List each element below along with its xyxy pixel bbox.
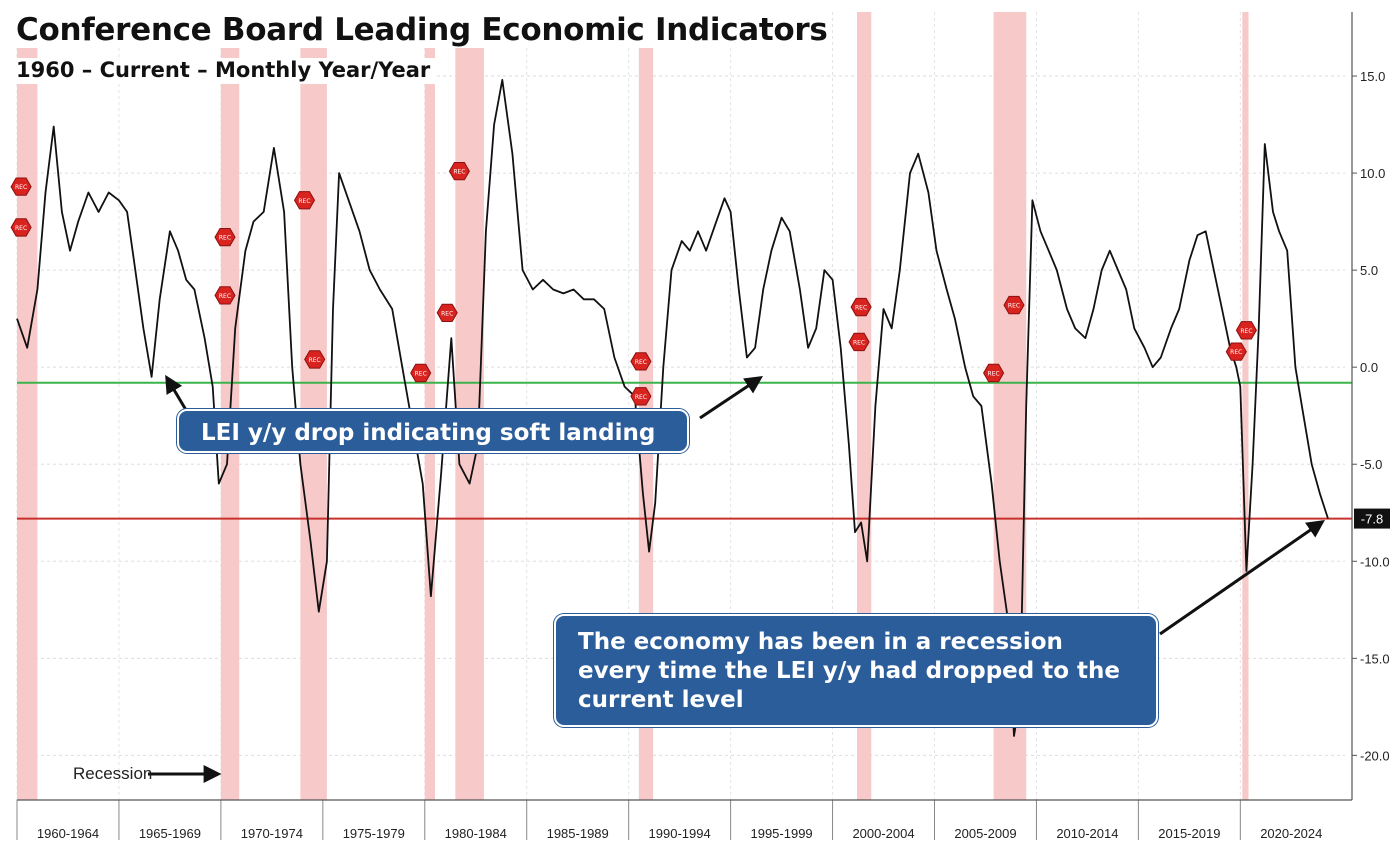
recession-band <box>17 12 38 800</box>
rec-marker <box>850 297 872 317</box>
rec-marker-text: REC <box>1240 328 1252 335</box>
chart-title: Conference Board Leading Economic Indica… <box>16 12 832 48</box>
rec-marker-text: REC <box>415 371 427 378</box>
rec-marker <box>1003 295 1025 315</box>
rec-marker-text: REC <box>1008 303 1020 310</box>
rec-marker <box>1235 321 1257 340</box>
annotation-arrow <box>699 376 763 420</box>
annotation-arrow <box>1159 519 1325 636</box>
rec-marker <box>293 191 316 210</box>
y-tick-label: 15.0 <box>1360 69 1385 84</box>
x-tick-label: 2020-2024 <box>1260 826 1322 841</box>
y-tick-label: 0.0 <box>1360 360 1378 375</box>
rec-marker <box>983 363 1005 383</box>
recession-band <box>300 12 327 800</box>
rec-marker-text: REC <box>1230 349 1242 356</box>
x-tick-label: 1985-1989 <box>547 826 609 841</box>
rec-marker <box>848 332 870 352</box>
y-tick-label: 5.0 <box>1360 263 1378 278</box>
rec-marker <box>410 363 432 383</box>
rec-marker-text: REC <box>219 293 231 300</box>
rec-marker-text: REC <box>635 394 647 401</box>
y-tick-label: -5.0 <box>1360 457 1382 472</box>
x-tick-label: 2015-2019 <box>1158 826 1220 841</box>
current-value-tag <box>1354 508 1390 529</box>
recession-band <box>1242 12 1249 800</box>
rec-marker-text: REC <box>988 371 1000 378</box>
y-tick-label: -10.0 <box>1360 554 1390 569</box>
rec-marker <box>630 352 652 371</box>
recession-legend-label: Recession <box>73 764 153 783</box>
rec-marker <box>214 286 236 305</box>
x-tick-label: 1960-1964 <box>37 826 99 841</box>
reference-lines <box>17 381 1352 520</box>
current-value-label: -7.8 <box>1361 512 1383 527</box>
rec-marker-text: REC <box>855 305 867 312</box>
recession-band <box>424 12 435 800</box>
recession-callout: The economy has been in a recession ever… <box>554 614 1158 727</box>
y-tick-label: 10.0 <box>1360 166 1385 181</box>
rec-marker-text: REC <box>441 310 453 317</box>
rec-marker <box>1225 342 1247 361</box>
rec-marker-text: REC <box>453 169 465 176</box>
rec-marker-text: REC <box>219 235 231 242</box>
x-tick-label: 1970-1974 <box>241 826 303 841</box>
lei-yoy-line <box>16 79 1329 737</box>
rec-marker-text: REC <box>15 225 27 232</box>
y-tick-label: -15.0 <box>1360 651 1390 666</box>
rec-marker <box>214 228 236 247</box>
x-tick-label: 2005-2009 <box>954 826 1016 841</box>
rec-marker-text: REC <box>635 359 647 366</box>
recession-band <box>857 12 872 800</box>
annotation-arrow <box>165 374 188 411</box>
rec-marker-text: REC <box>298 198 310 205</box>
soft-landing-callout: LEI y/y drop indicating soft landing <box>177 409 689 453</box>
rec-marker-text: REC <box>309 357 321 364</box>
rec-marker <box>630 387 652 406</box>
rec-marker <box>10 218 32 237</box>
rec-marker <box>436 303 458 322</box>
x-tick-label: 1980-1984 <box>445 826 507 841</box>
rec-marker-text: REC <box>853 339 865 346</box>
series-line <box>16 79 1329 737</box>
rec-marker <box>304 350 326 369</box>
x-tick-label: 1965-1969 <box>139 826 201 841</box>
x-tick-label: 2010-2014 <box>1056 826 1118 841</box>
axes: 15.0 10.0 5.0 0.0 -5.0 -10.0 -15.0 -20.0 1960-19… <box>16 12 1390 841</box>
chart-subtitle: 1960 – Current – Monthly Year/Year <box>16 58 437 84</box>
rec-markers: REC REC REC REC REC REC REC REC REC REC REC REC REC R… <box>10 162 1257 406</box>
rec-marker <box>448 162 470 181</box>
rec-marker-text: REC <box>15 184 27 191</box>
recession-band <box>638 12 654 800</box>
x-tick-label: 1995-1999 <box>750 826 812 841</box>
x-tick-label: 2000-2004 <box>852 826 914 841</box>
annotation-arrows <box>148 374 1325 783</box>
rec-marker <box>10 177 32 196</box>
x-tick-label: 1975-1979 <box>343 826 405 841</box>
y-tick-label: -20.0 <box>1360 748 1390 763</box>
x-tick-label: 1990-1994 <box>649 826 711 841</box>
